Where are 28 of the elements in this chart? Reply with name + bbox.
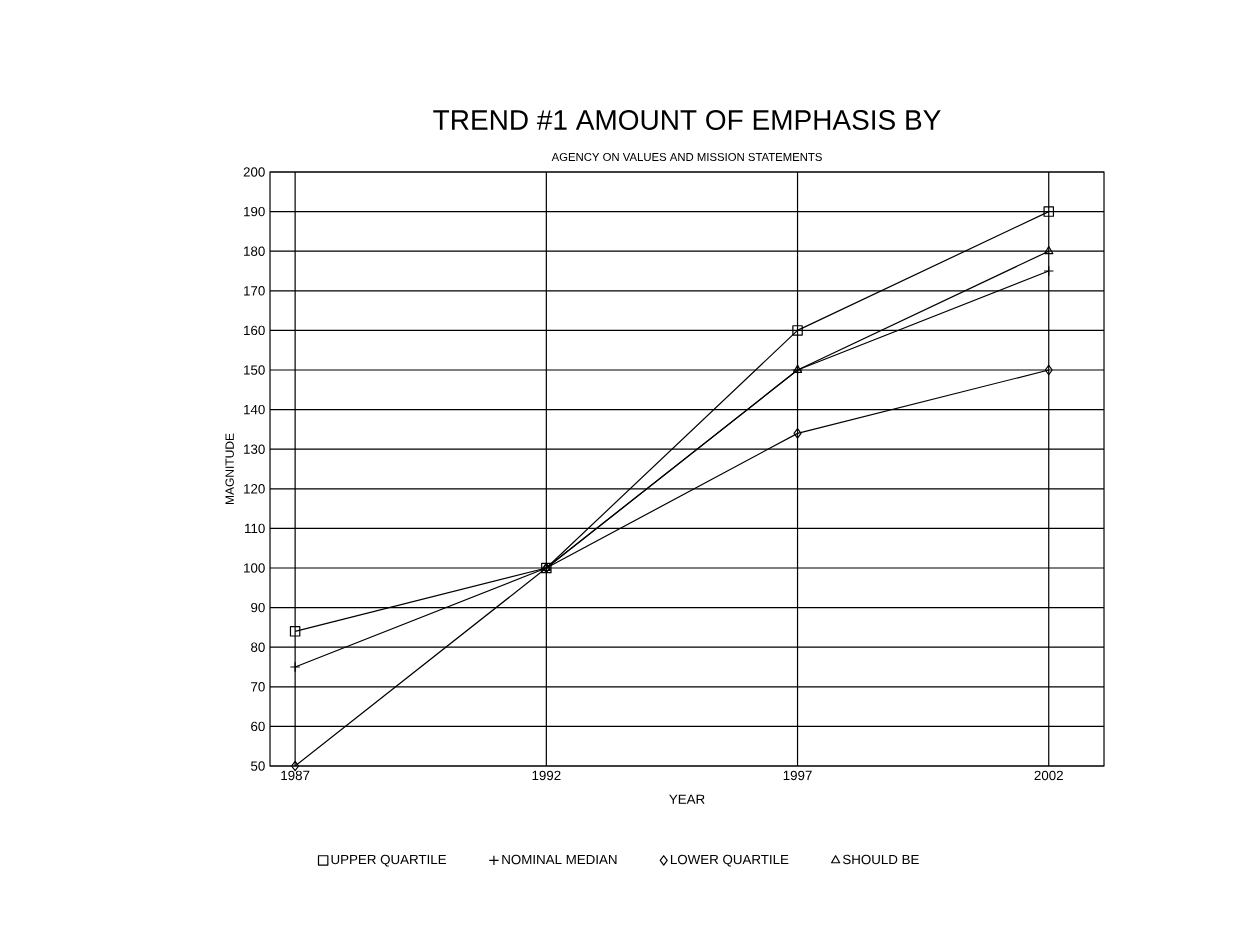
legend-label: SHOULD BE bbox=[842, 854, 919, 865]
x-tick-label: 1997 bbox=[783, 770, 812, 781]
y-tick-label: 100 bbox=[244, 563, 265, 573]
y-tick-label: 150 bbox=[244, 365, 265, 375]
legend-label: UPPER QUARTILE bbox=[331, 854, 447, 867]
x-axis-title: YEAR bbox=[669, 794, 705, 804]
legend-label: NOMINAL MEDIAN bbox=[502, 854, 617, 865]
x-tick-label: 1987 bbox=[281, 770, 310, 781]
y-tick-label: 130 bbox=[244, 444, 265, 454]
y-tick-label: 50 bbox=[251, 761, 265, 771]
y-tick-label: 140 bbox=[244, 404, 265, 415]
y-tick-label: 170 bbox=[244, 286, 265, 296]
y-tick-label: 160 bbox=[244, 325, 265, 336]
y-tick-label: 200 bbox=[243, 167, 265, 177]
y-tick-label: 60 bbox=[251, 721, 265, 732]
y-tick-label: 190 bbox=[244, 206, 265, 217]
x-tick-label: 1992 bbox=[532, 770, 561, 781]
y-tick-label: 90 bbox=[251, 602, 265, 613]
y-tick-label: 180 bbox=[244, 246, 265, 256]
y-tick-label: 70 bbox=[251, 682, 265, 692]
chart-subtitle: AGENCY ON VALUES AND MISSION STATEMENTS bbox=[551, 152, 822, 161]
chart-title: TREND #1 AMOUNT OF EMPHASIS BY bbox=[433, 110, 941, 130]
x-tick-label: 2002 bbox=[1034, 770, 1063, 781]
y-axis-title: MAGNITUDE bbox=[225, 433, 234, 505]
y-tick-label: 120 bbox=[244, 484, 265, 494]
y-tick-label: 80 bbox=[251, 642, 265, 652]
legend-label: LOWER QUARTILE bbox=[670, 854, 789, 867]
y-tick-label: 110 bbox=[245, 523, 265, 534]
